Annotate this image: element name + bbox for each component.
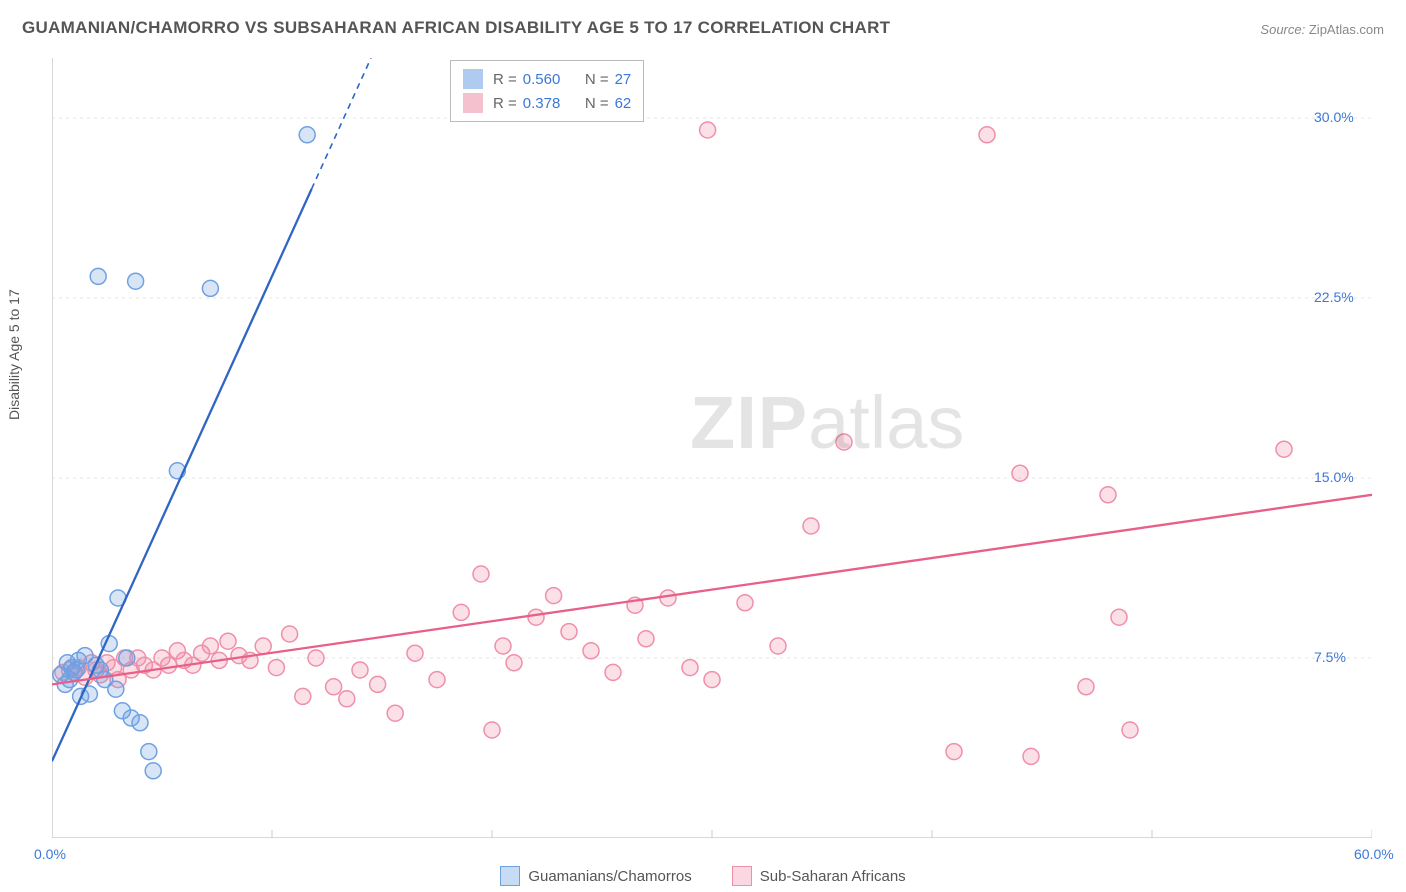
data-point bbox=[1111, 609, 1127, 625]
data-point bbox=[1012, 465, 1028, 481]
data-point bbox=[90, 268, 106, 284]
data-point bbox=[202, 280, 218, 296]
legend-stats: R = 0.560 N = 27 bbox=[493, 71, 631, 88]
source-value: ZipAtlas.com bbox=[1309, 22, 1384, 37]
legend-swatch bbox=[463, 93, 483, 113]
data-point bbox=[770, 638, 786, 654]
legend-item: Sub-Saharan Africans bbox=[732, 866, 906, 886]
correlation-legend: R = 0.560 N = 27 R = 0.378 N = 62 bbox=[450, 60, 644, 122]
data-point bbox=[506, 655, 522, 671]
legend-swatch bbox=[463, 69, 483, 89]
data-point bbox=[161, 657, 177, 673]
legend-stats: R = 0.378 N = 62 bbox=[493, 95, 631, 112]
data-point bbox=[370, 676, 386, 692]
data-point bbox=[836, 434, 852, 450]
data-point bbox=[429, 672, 445, 688]
data-point bbox=[108, 681, 124, 697]
data-point bbox=[282, 626, 298, 642]
data-point bbox=[308, 650, 324, 666]
legend-label: Guamanians/Chamorros bbox=[528, 868, 691, 885]
data-point bbox=[1023, 748, 1039, 764]
legend-item: Guamanians/Chamorros bbox=[500, 866, 691, 886]
source-attribution: Source: ZipAtlas.com bbox=[1260, 22, 1384, 37]
axis-tick-label: 15.0% bbox=[1314, 469, 1354, 485]
data-point bbox=[141, 744, 157, 760]
data-point bbox=[700, 122, 716, 138]
data-point bbox=[946, 744, 962, 760]
data-point bbox=[979, 127, 995, 143]
data-point bbox=[528, 609, 544, 625]
source-label: Source: bbox=[1260, 22, 1305, 37]
data-point bbox=[704, 672, 720, 688]
data-point bbox=[255, 638, 271, 654]
data-point bbox=[546, 588, 562, 604]
axis-tick-label: 30.0% bbox=[1314, 109, 1354, 125]
data-point bbox=[737, 595, 753, 611]
data-point bbox=[202, 638, 218, 654]
data-point bbox=[660, 590, 676, 606]
axis-tick-label: 0.0% bbox=[34, 846, 66, 862]
data-point bbox=[132, 715, 148, 731]
data-point bbox=[119, 650, 135, 666]
legend-row: R = 0.378 N = 62 bbox=[463, 91, 631, 115]
data-point bbox=[268, 660, 284, 676]
trend-line-dashed bbox=[312, 58, 371, 189]
data-point bbox=[1122, 722, 1138, 738]
data-point bbox=[145, 763, 161, 779]
scatter-plot bbox=[52, 58, 1372, 838]
axis-tick-label: 60.0% bbox=[1354, 846, 1394, 862]
data-point bbox=[561, 624, 577, 640]
data-point bbox=[220, 633, 236, 649]
chart-title: GUAMANIAN/CHAMORRO VS SUBSAHARAN AFRICAN… bbox=[22, 18, 890, 38]
y-axis-label: Disability Age 5 to 17 bbox=[6, 289, 22, 420]
legend-swatch bbox=[500, 866, 520, 886]
data-point bbox=[682, 660, 698, 676]
data-point bbox=[128, 273, 144, 289]
data-point bbox=[1078, 679, 1094, 695]
legend-swatch bbox=[732, 866, 752, 886]
data-point bbox=[803, 518, 819, 534]
data-point bbox=[638, 631, 654, 647]
data-point bbox=[352, 662, 368, 678]
legend-label: Sub-Saharan Africans bbox=[760, 868, 906, 885]
data-point bbox=[407, 645, 423, 661]
data-point bbox=[339, 691, 355, 707]
series-legend: Guamanians/Chamorros Sub-Saharan Africans bbox=[0, 866, 1406, 886]
data-point bbox=[495, 638, 511, 654]
data-point bbox=[484, 722, 500, 738]
data-point bbox=[605, 664, 621, 680]
axis-tick-label: 22.5% bbox=[1314, 289, 1354, 305]
axis-tick-label: 7.5% bbox=[1314, 649, 1346, 665]
trend-line bbox=[52, 495, 1372, 685]
data-point bbox=[473, 566, 489, 582]
data-point bbox=[583, 643, 599, 659]
data-point bbox=[1276, 441, 1292, 457]
data-point bbox=[453, 604, 469, 620]
data-point bbox=[387, 705, 403, 721]
data-point bbox=[326, 679, 342, 695]
data-point bbox=[1100, 487, 1116, 503]
data-point bbox=[295, 688, 311, 704]
legend-row: R = 0.560 N = 27 bbox=[463, 67, 631, 91]
data-point bbox=[299, 127, 315, 143]
